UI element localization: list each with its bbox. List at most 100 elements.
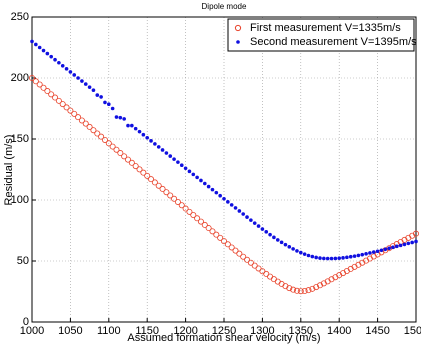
point	[249, 218, 253, 222]
point	[125, 156, 132, 163]
point	[110, 106, 115, 111]
point	[375, 249, 380, 254]
point	[306, 253, 311, 258]
point	[159, 185, 166, 192]
point	[113, 146, 120, 153]
point	[63, 104, 70, 111]
point	[299, 250, 303, 255]
point	[356, 253, 361, 258]
point	[206, 184, 211, 189]
point	[279, 240, 284, 245]
point	[295, 249, 299, 253]
point	[156, 145, 161, 149]
point	[313, 284, 320, 291]
point	[287, 245, 292, 249]
point	[302, 252, 307, 256]
point	[117, 150, 124, 157]
point	[167, 192, 174, 199]
point	[352, 254, 357, 258]
point	[141, 132, 146, 137]
point	[37, 45, 42, 50]
point	[151, 179, 158, 186]
point	[55, 97, 62, 104]
point	[210, 187, 215, 192]
point	[245, 215, 249, 219]
point	[203, 181, 207, 186]
point	[264, 230, 269, 234]
point	[199, 178, 203, 183]
point	[236, 250, 243, 257]
point	[314, 255, 318, 260]
point	[291, 247, 295, 251]
legend-box	[227, 18, 415, 52]
point	[379, 248, 384, 253]
point	[348, 254, 353, 259]
point	[182, 205, 189, 212]
point	[201, 221, 208, 228]
point	[183, 166, 188, 171]
point	[83, 82, 88, 86]
point	[187, 169, 192, 174]
y-tick-label: 100	[11, 194, 29, 206]
point	[144, 172, 151, 179]
point	[222, 196, 226, 201]
point	[75, 114, 82, 121]
point	[286, 285, 293, 292]
point	[36, 81, 43, 88]
point	[118, 115, 123, 120]
point	[163, 189, 170, 196]
point	[244, 256, 251, 263]
x-tick-label: 1500	[404, 325, 421, 337]
point	[30, 39, 34, 44]
point	[160, 148, 165, 152]
point	[153, 142, 157, 146]
point	[406, 241, 411, 246]
legend-marker	[234, 24, 242, 32]
point	[333, 256, 338, 261]
point	[310, 254, 315, 259]
point	[72, 73, 77, 77]
point	[218, 193, 222, 198]
point	[272, 235, 276, 240]
point	[155, 182, 162, 189]
point	[213, 231, 220, 238]
point	[220, 238, 227, 245]
point	[103, 100, 107, 105]
point	[149, 139, 153, 143]
point	[59, 101, 66, 108]
point	[95, 93, 100, 97]
x-tick-label: 1450	[365, 325, 389, 337]
point	[197, 218, 204, 225]
point	[290, 286, 297, 293]
x-axis-label: Assumed formation shear velocity (m/s)	[127, 332, 320, 344]
y-axis-label: Residual (m/s)	[3, 135, 15, 206]
point	[190, 212, 197, 219]
point	[87, 85, 92, 89]
point	[345, 255, 349, 260]
point	[140, 169, 147, 176]
point	[241, 212, 245, 216]
point	[179, 163, 184, 168]
point	[414, 239, 418, 244]
point	[76, 76, 80, 80]
x-tick-label: 1100	[97, 325, 121, 337]
plot-frame	[31, 16, 417, 323]
point	[297, 288, 304, 295]
y-tick-label: 50	[17, 255, 29, 267]
point	[383, 247, 388, 252]
point	[82, 120, 89, 127]
point	[60, 64, 65, 68]
point	[128, 159, 135, 166]
point	[126, 123, 130, 128]
point	[371, 250, 376, 254]
x-tick-label: 1300	[250, 325, 274, 337]
point	[341, 256, 345, 260]
x-tick-label: 1200	[173, 325, 197, 337]
point	[232, 247, 239, 254]
x-tick-label: 1400	[327, 325, 351, 337]
legend-label: Second measurement V=1395m/s	[250, 36, 417, 48]
point	[164, 151, 169, 155]
point	[191, 172, 196, 177]
point	[68, 70, 73, 74]
